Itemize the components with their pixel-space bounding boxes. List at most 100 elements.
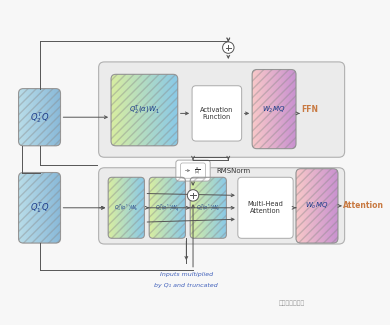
Bar (138, 177, 140, 238)
Bar (336, 169, 337, 243)
Bar (264, 70, 265, 149)
Bar (22, 173, 23, 243)
Bar (275, 70, 276, 149)
Bar (112, 74, 114, 146)
Bar (161, 177, 162, 238)
Bar (129, 177, 130, 238)
Bar (176, 74, 177, 146)
Text: $W_oMQ$: $W_oMQ$ (305, 201, 329, 211)
Bar (261, 70, 262, 149)
Text: $Q_1^T(\alpha^*)W_k$: $Q_1^T(\alpha^*)W_k$ (114, 202, 138, 213)
Bar (278, 70, 279, 149)
Bar (35, 173, 37, 243)
Bar (113, 74, 115, 146)
Bar (213, 177, 214, 238)
Bar (173, 74, 175, 146)
FancyBboxPatch shape (99, 62, 345, 157)
Text: $Q_1^T(\alpha^*)W_q$: $Q_1^T(\alpha^*)W_q$ (155, 202, 179, 214)
Bar (46, 89, 47, 146)
Bar (198, 177, 199, 238)
Bar (311, 169, 312, 243)
Bar (132, 177, 133, 238)
Bar (255, 70, 256, 149)
Bar (206, 177, 207, 238)
Bar (25, 89, 27, 146)
Bar (184, 177, 185, 238)
Bar (155, 177, 156, 238)
Bar (315, 169, 316, 243)
Bar (50, 89, 51, 146)
Text: $Q_1^T(\alpha^*)W_v$: $Q_1^T(\alpha^*)W_v$ (196, 202, 221, 213)
FancyBboxPatch shape (192, 86, 242, 141)
Bar (135, 177, 136, 238)
Bar (312, 169, 313, 243)
Bar (281, 70, 283, 149)
Bar (32, 89, 34, 146)
Bar (259, 70, 261, 149)
Bar (219, 177, 220, 238)
Text: Activation
Function: Activation Function (200, 107, 234, 120)
Bar (167, 74, 168, 146)
Bar (212, 177, 213, 238)
Bar (199, 177, 200, 238)
Bar (19, 89, 20, 146)
Bar (53, 89, 54, 146)
Bar (148, 74, 149, 146)
Bar (208, 177, 209, 238)
Bar (60, 173, 61, 243)
Bar (274, 70, 275, 149)
Bar (125, 177, 126, 238)
Bar (173, 177, 174, 238)
Bar (160, 177, 161, 238)
Bar (330, 169, 331, 243)
Bar (199, 177, 200, 238)
Bar (284, 70, 285, 149)
Bar (121, 177, 122, 238)
Bar (133, 74, 135, 146)
Bar (19, 89, 20, 146)
Bar (115, 177, 116, 238)
Bar (194, 177, 195, 238)
Bar (295, 70, 296, 149)
Bar (205, 177, 206, 238)
Bar (151, 177, 152, 238)
Bar (164, 177, 165, 238)
Bar (51, 173, 52, 243)
Bar (129, 74, 130, 146)
Bar (181, 177, 182, 238)
Bar (262, 70, 264, 149)
Bar (56, 89, 57, 146)
Bar (167, 177, 168, 238)
Bar (135, 74, 136, 146)
Bar (314, 169, 315, 243)
Bar (51, 89, 53, 146)
Bar (153, 177, 154, 238)
Bar (30, 173, 31, 243)
Bar (117, 177, 118, 238)
Bar (111, 177, 112, 238)
Bar (159, 74, 160, 146)
Bar (23, 173, 24, 243)
Bar (151, 74, 152, 146)
Bar (196, 177, 197, 238)
Text: $W_2MQ$: $W_2MQ$ (262, 104, 286, 115)
Bar (287, 70, 289, 149)
Bar (124, 177, 126, 238)
Bar (168, 177, 169, 238)
Bar (147, 74, 148, 146)
Bar (257, 70, 258, 149)
Bar (211, 177, 213, 238)
Bar (327, 169, 328, 243)
Bar (46, 173, 48, 243)
Bar (122, 177, 123, 238)
Bar (49, 89, 50, 146)
Bar (115, 177, 117, 238)
Bar (113, 177, 114, 238)
Bar (109, 177, 110, 238)
Bar (145, 74, 147, 146)
Bar (266, 70, 267, 149)
Bar (164, 177, 165, 238)
Bar (262, 70, 263, 149)
Bar (207, 177, 208, 238)
Bar (124, 74, 126, 146)
